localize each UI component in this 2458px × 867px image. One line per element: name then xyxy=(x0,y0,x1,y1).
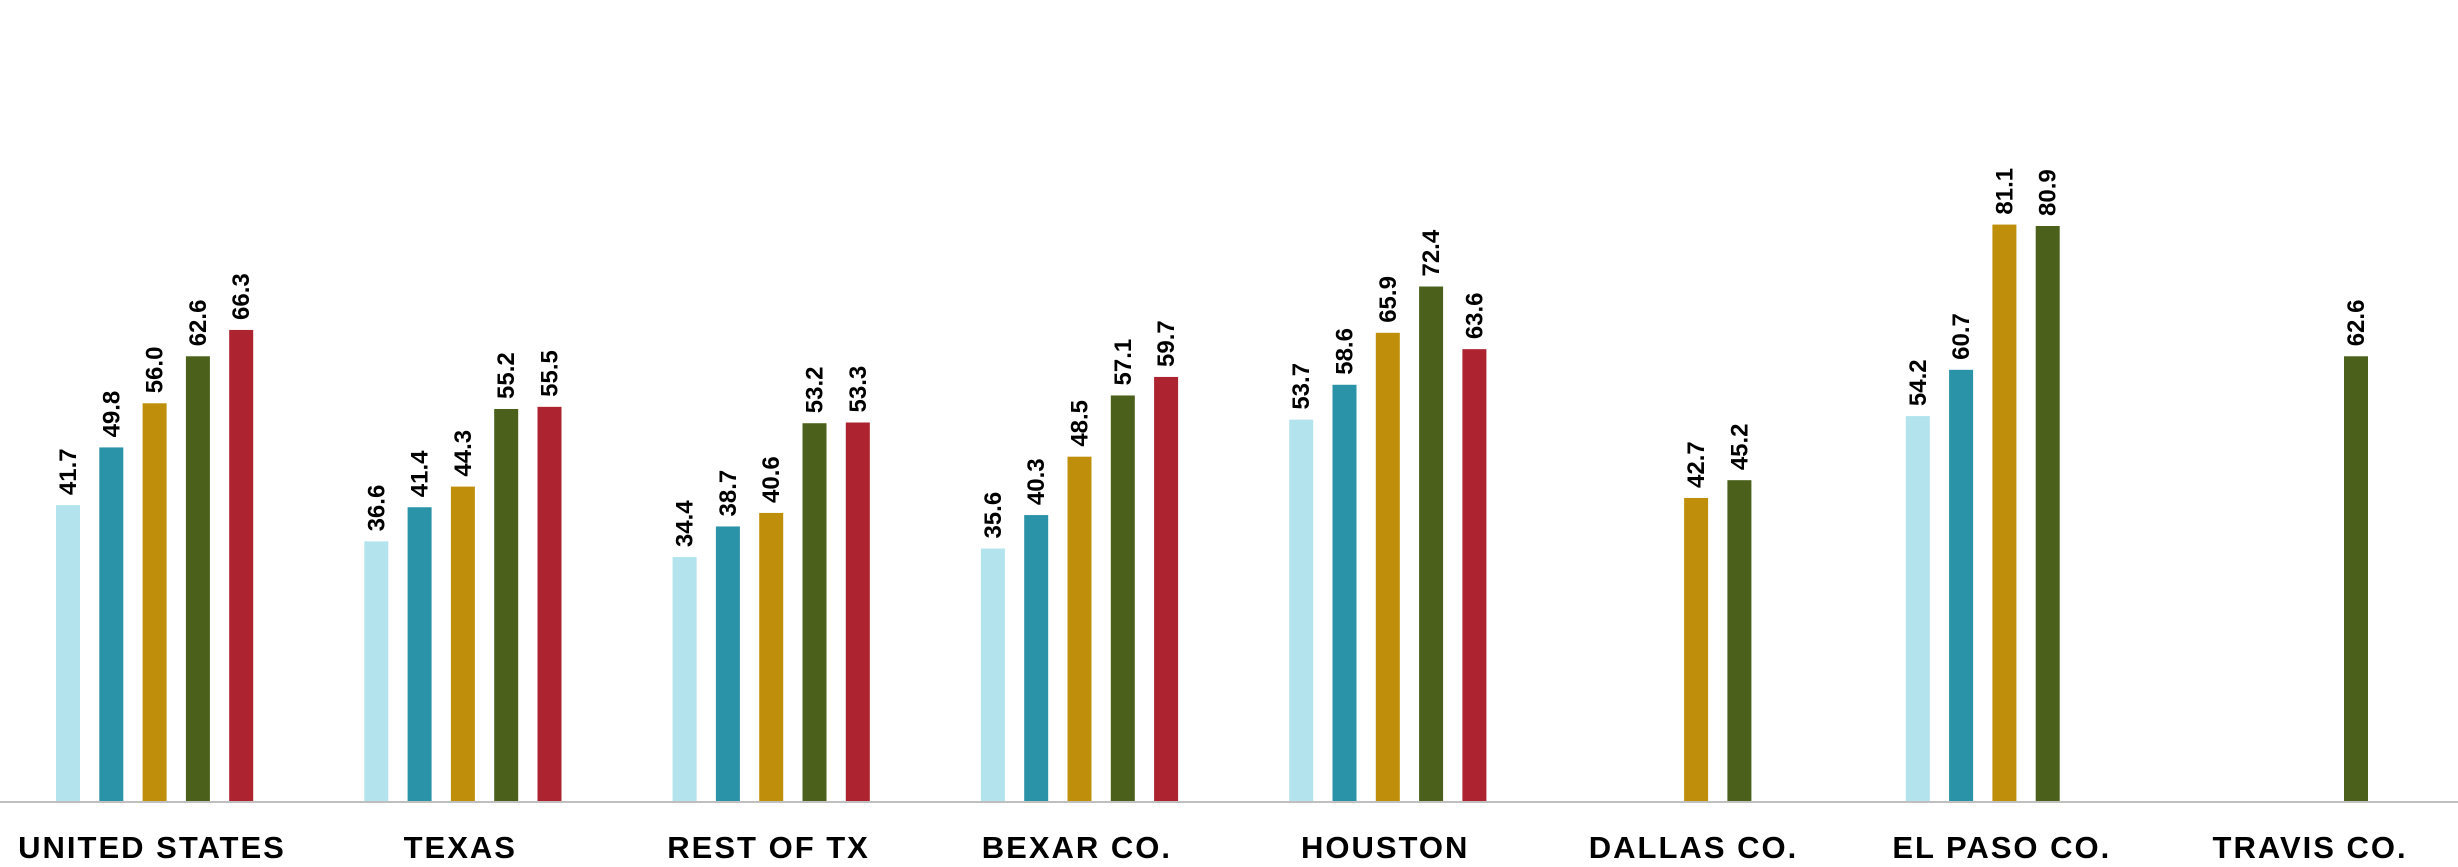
data-label-3-3: 57.1 xyxy=(1110,339,1137,386)
bars-layer xyxy=(56,224,2368,803)
bar-2-1 xyxy=(715,526,740,802)
data-label-0-2: 56.0 xyxy=(142,347,169,394)
data-label-0-0: 41.7 xyxy=(55,448,82,495)
data-label-6-3: 80.9 xyxy=(2035,169,2062,216)
data-label-2-0: 34.4 xyxy=(672,500,699,547)
bar-1-4 xyxy=(537,406,562,802)
data-label-1-4: 55.5 xyxy=(537,350,564,397)
data-label-6-2: 81.1 xyxy=(1991,168,2018,215)
category-label-7: TRAVIS CO. xyxy=(2213,830,2408,862)
bar-4-0 xyxy=(1289,419,1314,802)
data-label-6-0: 54.2 xyxy=(1905,359,1932,406)
bar-0-3 xyxy=(185,356,210,802)
data-label-1-2: 44.3 xyxy=(450,430,477,477)
data-label-2-4: 53.3 xyxy=(845,366,872,413)
data-label-4-4: 63.6 xyxy=(1461,292,1488,339)
category-label-6: EL PASO CO. xyxy=(1892,830,2111,862)
data-label-7-3: 62.6 xyxy=(2343,300,2370,347)
data-label-0-3: 62.6 xyxy=(185,300,212,347)
bar-1-0 xyxy=(364,541,389,802)
bar-2-3 xyxy=(802,423,827,802)
data-label-1-1: 41.4 xyxy=(407,450,434,497)
bar-2-0 xyxy=(672,557,697,802)
bar-6-0 xyxy=(1905,416,1930,802)
data-label-5-2: 42.7 xyxy=(1683,441,1710,488)
bar-6-3 xyxy=(2035,225,2060,802)
data-label-4-0: 53.7 xyxy=(1288,363,1315,410)
bar-0-4 xyxy=(229,329,254,802)
bar-0-1 xyxy=(99,447,124,802)
data-label-4-2: 65.9 xyxy=(1375,276,1402,323)
bar-4-3 xyxy=(1419,286,1444,803)
bar-3-0 xyxy=(980,548,1005,802)
bar-1-1 xyxy=(407,507,432,802)
category-label-1: TEXAS xyxy=(404,830,517,862)
data-label-3-0: 35.6 xyxy=(980,492,1007,539)
bar-5-3 xyxy=(1727,480,1752,802)
category-labels-layer: UNITED STATES TEXAS REST OF TX BEXAR CO. HOU… xyxy=(18,830,2408,865)
data-label-2-2: 40.6 xyxy=(758,456,785,503)
data-label-2-3: 53.2 xyxy=(802,366,829,413)
category-label-3: BEXAR CO. xyxy=(982,830,1172,862)
bar-4-2 xyxy=(1375,332,1400,802)
bar-4-4 xyxy=(1462,349,1487,802)
data-label-5-3: 45.2 xyxy=(1726,423,1753,470)
bar-3-2 xyxy=(1067,456,1092,802)
data-label-4-3: 72.4 xyxy=(1418,229,1445,276)
category-label-4: HOUSTON xyxy=(1301,830,1469,862)
bar-6-2 xyxy=(1992,224,2017,802)
data-label-4-1: 58.6 xyxy=(1332,328,1359,375)
data-label-1-0: 36.6 xyxy=(363,485,390,532)
bar-7-3 xyxy=(2344,356,2368,802)
category-label-5: DALLAS CO. xyxy=(1589,830,1798,862)
bar-1-2 xyxy=(450,486,475,802)
data-label-2-1: 38.7 xyxy=(715,470,742,517)
bar-0-0 xyxy=(56,505,80,802)
data-label-6-1: 60.7 xyxy=(1948,313,1975,360)
data-label-3-1: 40.3 xyxy=(1023,458,1050,505)
data-label-0-4: 66.3 xyxy=(228,273,255,320)
bar-2-2 xyxy=(759,512,784,802)
data-label-3-4: 59.7 xyxy=(1153,320,1180,367)
data-label-3-2: 48.5 xyxy=(1067,400,1094,447)
bar-2-4 xyxy=(845,422,870,802)
category-label-2: REST OF TX xyxy=(667,830,870,862)
bar-3-3 xyxy=(1110,395,1135,802)
data-labels-layer: 41.7 49.8 56.0 62.6 66.3 36.6 41.4 44.3 55.2 55.5… xyxy=(55,168,2370,547)
bar-3-4 xyxy=(1154,376,1179,802)
bar-4-1 xyxy=(1332,384,1357,802)
data-label-0-1: 49.8 xyxy=(98,391,125,438)
data-label-1-3: 55.2 xyxy=(493,352,520,399)
bar-0-2 xyxy=(142,403,167,802)
bar-5-2 xyxy=(1684,497,1709,802)
bar-1-3 xyxy=(494,408,519,802)
bar-3-1 xyxy=(1024,515,1049,802)
category-label-0: UNITED STATES xyxy=(18,830,286,862)
bar-6-1 xyxy=(1949,369,1974,802)
